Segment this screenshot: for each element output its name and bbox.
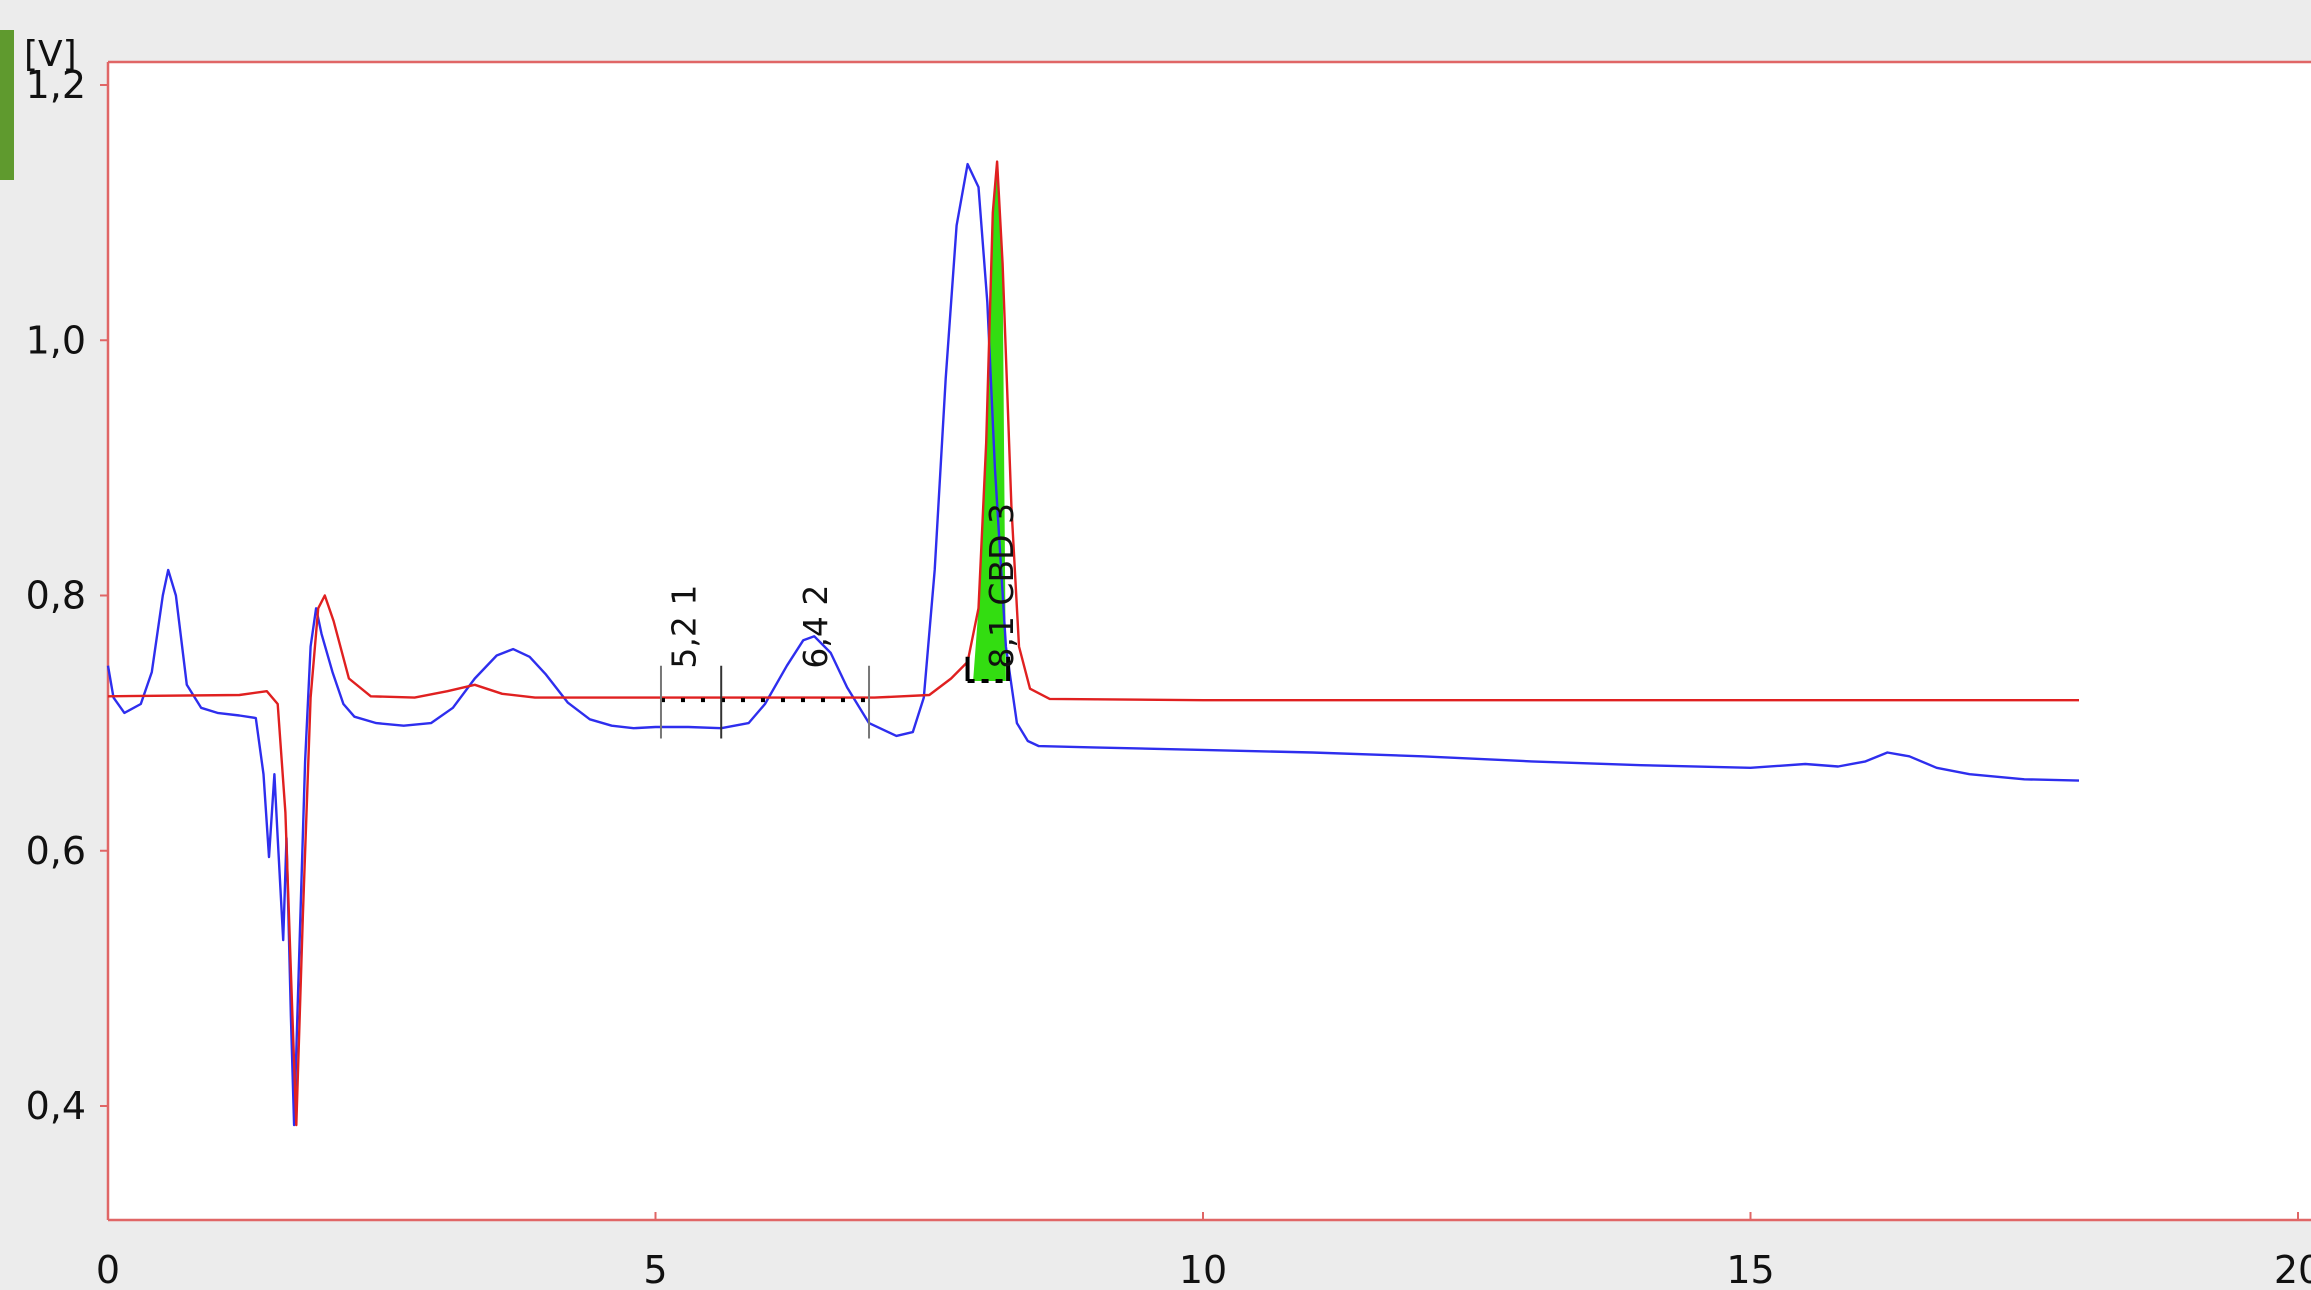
x-tick-label: 20 (2274, 1248, 2311, 1290)
series-layer (106, 160, 2080, 1127)
y-tick-label: 1,2 (26, 63, 86, 107)
peak-label-1: 5,2 1 (664, 585, 703, 669)
peak-label-3: 8,1 CBD 3 (982, 503, 1021, 669)
y-tick-label: 1,0 (26, 318, 86, 362)
x-tick-label: 0 (96, 1248, 120, 1290)
y-tick-label: 0,6 (26, 829, 86, 873)
y-tick-label: 0,4 (26, 1084, 86, 1128)
peak-annotations: 5,2 1 6,4 2 8,1 CBD 3 (659, 503, 1021, 739)
y-unit-label: [V] (24, 34, 77, 75)
plot-frame (106, 60, 2311, 1222)
axis-ticks: 0 5 10 15 20 0,4 0,6 0,8 1,0 1,2 (26, 63, 2311, 1290)
series-line-2 (107, 160, 2079, 1127)
x-tick-label: 5 (643, 1248, 667, 1290)
plot-background (108, 62, 2311, 1220)
left-strip (0, 30, 14, 180)
peak-label-2: 6,4 2 (796, 585, 835, 669)
y-tick-label: 0,8 (26, 574, 86, 618)
series-line-1 (106, 162, 2080, 1127)
x-tick-label: 10 (1179, 1248, 1227, 1290)
x-tick-label: 15 (1726, 1248, 1774, 1290)
